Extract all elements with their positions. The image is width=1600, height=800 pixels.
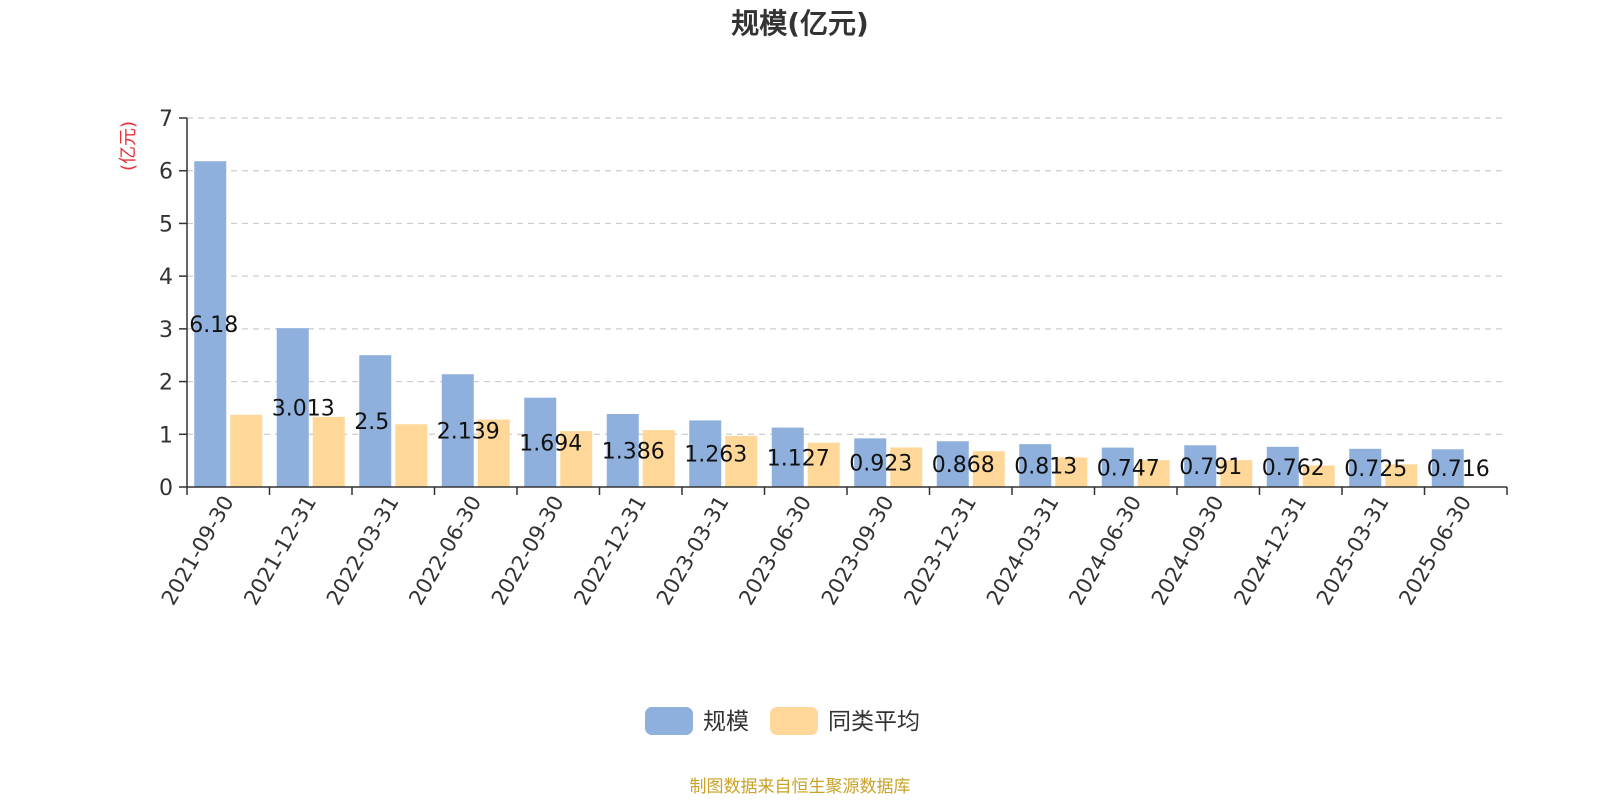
data-label-2023-03-31: 1.263 [684,443,747,468]
bar-peer-average-2024-06-30 [1137,460,1170,487]
bar-peer-average-2023-06-30 [807,442,840,487]
bar-scale-2025-03-31 [1349,448,1382,487]
y-tick-label-4: 4 [159,265,173,290]
legend: 规模 同类平均 [645,707,920,735]
x-tick-label-2024-03-31: 2024-03-31 [982,492,1064,610]
y-tick-label-2: 2 [159,371,173,396]
x-tick-label-2023-12-31: 2023-12-31 [899,492,981,610]
grid-lines [187,117,1507,435]
bar-scale-2024-09-30 [1184,445,1217,487]
x-tick-label-2023-03-31: 2023-03-31 [652,492,734,610]
x-tick-label-2022-12-31: 2022-12-31 [569,492,651,610]
data-label-2021-09-30: 6.18 [189,313,238,338]
y-tick-label-0: 0 [159,476,173,501]
legend-swatch-scale[interactable] [645,707,693,735]
x-tick-label-2022-06-30: 2022-06-30 [404,492,486,610]
bar-scale-2021-12-31 [276,328,309,487]
bar-scale-2023-06-30 [771,427,804,487]
data-label-2022-03-31: 2.5 [354,410,389,435]
data-label-2024-03-31: 0.813 [1014,455,1077,480]
bar-scale-2021-09-30 [194,161,227,487]
x-tick-label-2022-03-31: 2022-03-31 [322,492,404,610]
data-label-2021-12-31: 3.013 [272,397,335,422]
x-tick-label-2022-09-30: 2022-09-30 [487,492,569,610]
bar-peer-average-2022-06-30 [477,419,510,487]
y-axis-unit-label: (亿元) [118,121,139,171]
y-tick-label-3: 3 [159,318,173,343]
bars [194,161,1464,487]
bar-peer-average-2024-12-31 [1302,465,1335,487]
bar-peer-average-2023-03-31 [725,435,758,487]
data-label-2024-09-30: 0.791 [1179,455,1242,480]
bar-scale-2022-09-30 [524,397,557,487]
data-label-2024-06-30: 0.747 [1097,456,1160,481]
y-tick-label-1: 1 [159,423,173,448]
y-tick-label-7: 7 [159,107,173,132]
bar-peer-average-2022-12-31 [642,430,675,487]
y-tick-label-5: 5 [159,212,173,237]
data-label-2022-09-30: 1.694 [519,431,582,456]
bar-scale-2022-06-30 [441,374,474,487]
x-tick-label-2024-09-30: 2024-09-30 [1147,492,1229,610]
bar-scale-2025-06-30 [1431,449,1464,487]
bar-scale-2022-12-31 [606,413,639,487]
data-label-2023-06-30: 1.127 [767,446,830,471]
x-tick-label-2023-09-30: 2023-09-30 [817,492,899,610]
bar-scale-2023-03-31 [689,420,722,487]
x-tick-label-2023-06-30: 2023-06-30 [734,492,816,610]
bar-peer-average-2021-09-30 [230,414,263,487]
source-note: 制图数据来自恒生聚源数据库 [690,777,911,797]
data-label-2022-06-30: 2.139 [437,420,500,445]
bar-peer-average-2024-09-30 [1220,460,1253,487]
bar-peer-average-2023-12-31 [972,451,1005,487]
bar-scale-2022-03-31 [359,355,392,487]
data-label-2022-12-31: 1.386 [602,439,665,464]
bar-scale-2023-12-31 [936,441,969,487]
data-labels: 6.18 3.013 2.5 2.139 1.694 1.386 1.263 1.127 0.9… [189,313,1489,482]
bar-peer-average-2024-03-31 [1055,457,1088,487]
x-tick-label-2024-12-31: 2024-12-31 [1229,492,1311,610]
bar-peer-average-2022-09-30 [560,431,593,487]
y-tick-label-6: 6 [159,160,173,185]
bar-scale-2024-06-30 [1101,447,1134,487]
x-tick-label-2024-06-30: 2024-06-30 [1064,492,1146,610]
x-tick-label-2021-12-31: 2021-12-31 [239,492,321,610]
data-label-2024-12-31: 0.762 [1262,456,1325,481]
legend-swatch-peer-average[interactable] [770,707,818,735]
bar-peer-average-2021-12-31 [312,416,345,487]
bar-peer-average-2022-03-31 [395,424,428,487]
data-label-2025-06-30: 0.716 [1427,457,1490,482]
legend-label-peer-average[interactable]: 同类平均 [828,709,920,735]
bar-peer-average-2025-03-31 [1385,464,1418,487]
legend-label-scale[interactable]: 规模 [703,709,749,735]
bar-scale-2024-03-31 [1019,444,1052,487]
bar-scale-2024-12-31 [1266,446,1299,487]
x-tick-label-2025-06-30: 2025-06-30 [1394,492,1476,610]
data-label-2023-12-31: 0.868 [932,453,995,478]
bar-peer-average-2023-09-30 [890,447,923,487]
chart-title: 规模(亿元) [731,7,869,40]
data-label-2023-09-30: 0.923 [849,452,912,477]
x-tick-label-2021-09-30: 2021-09-30 [157,492,239,610]
data-label-2025-03-31: 0.725 [1344,457,1407,482]
bar-scale-2023-09-30 [854,438,887,487]
x-tick-label-2025-03-31: 2025-03-31 [1312,492,1394,610]
